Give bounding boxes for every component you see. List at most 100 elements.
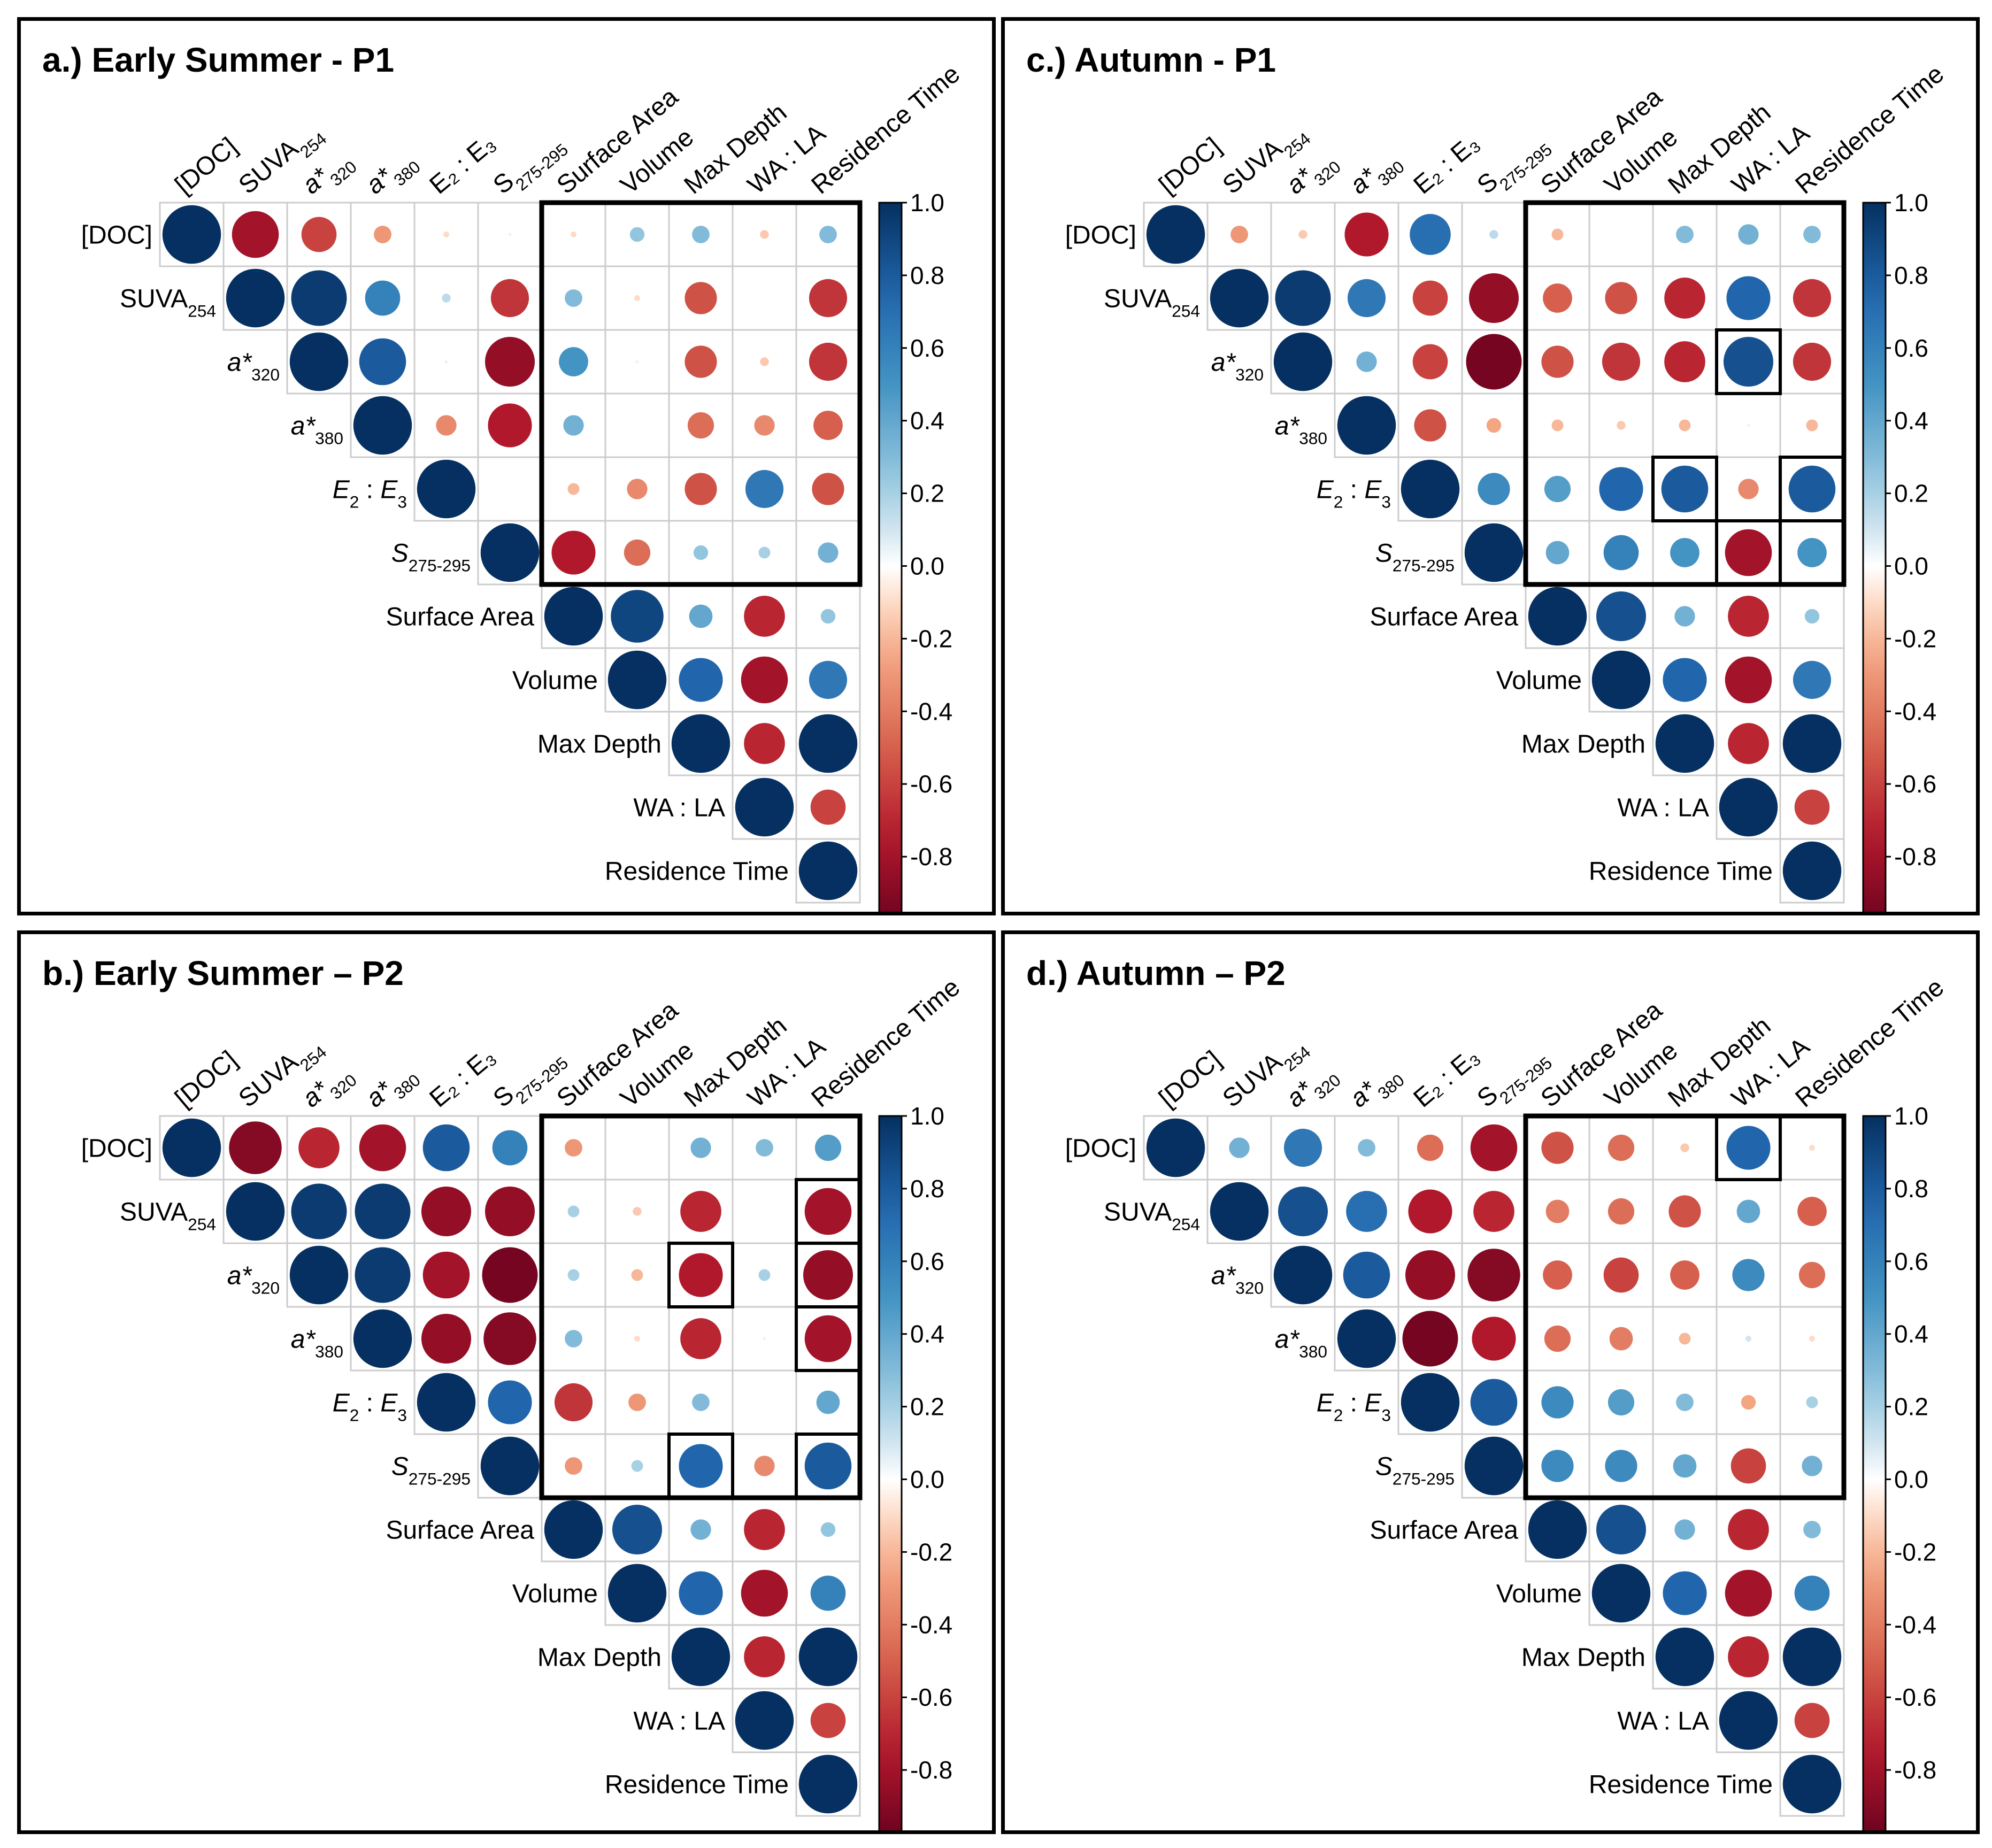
correlation-circle (422, 1251, 470, 1299)
correlation-circle (1543, 1260, 1572, 1290)
correlation-circle (816, 1390, 840, 1414)
colorbar-tick-label: -0.8 (1894, 843, 1936, 871)
grid-cell (732, 1179, 797, 1244)
block-outline (539, 200, 863, 587)
panel-title: d.) Autumn – P2 (1026, 954, 1286, 992)
correlation-circle (1541, 1131, 1574, 1164)
correlation-circle (1210, 268, 1269, 328)
correlation-circle (1478, 473, 1510, 505)
grid-cell (604, 392, 670, 458)
correlation-circle (1725, 1569, 1772, 1617)
significant-cell-outline (1779, 519, 1845, 586)
row-label: Max Depth (1521, 730, 1645, 759)
correlation-circle (1719, 1691, 1778, 1750)
significant-cell-outline (667, 1242, 734, 1308)
correlation-circle (1275, 270, 1331, 326)
row-label: [DOC] (81, 1135, 152, 1163)
correlation-circle (692, 1393, 710, 1411)
significant-cell-outline (667, 1433, 734, 1499)
correlation-circle (810, 789, 846, 825)
correlation-circle (809, 660, 848, 699)
correlation-circle (693, 545, 709, 560)
grid-cell (1716, 1242, 1781, 1308)
correlation-circle (814, 1134, 842, 1161)
column-label: S275-295 (488, 1041, 572, 1119)
correlation-circle (1782, 714, 1842, 773)
correlation-circle (684, 473, 717, 505)
correlation-circle (1728, 596, 1769, 637)
correlation-circle (809, 342, 848, 381)
correlation-circle (798, 1754, 858, 1814)
correlation-circle (812, 473, 844, 505)
correlation-circle (819, 226, 837, 243)
correlation-circle (226, 268, 285, 328)
correlation-circle (359, 338, 406, 386)
correlation-circle (563, 415, 584, 436)
correlation-circle (1806, 1396, 1818, 1408)
colorbar-tick-label: -0.8 (910, 1756, 952, 1784)
correlation-circle (1802, 1456, 1822, 1476)
correlation-circle (1747, 424, 1750, 427)
correlation-circle (607, 650, 667, 710)
correlation-circle (684, 345, 717, 378)
correlation-circle (417, 1373, 476, 1432)
colorbar-tick-label: 1.0 (1894, 1102, 1928, 1130)
row-label: Surface Area (1370, 1516, 1519, 1545)
correlation-circle (1551, 419, 1564, 432)
row-label: Surface Area (386, 1516, 535, 1545)
correlation-circle (763, 1337, 766, 1341)
correlation-circle (1602, 342, 1641, 381)
correlation-circle (744, 1509, 785, 1550)
panel-b: b.) Early Summer – P2 [DOC] SUVA254 a*320 a… (17, 930, 996, 1834)
correlation-circle (1730, 1448, 1766, 1484)
correlation-circle (735, 777, 794, 837)
correlation-circle (567, 1205, 580, 1218)
correlation-circle (671, 1627, 730, 1687)
column-label: E₂ : E₃ (425, 1042, 501, 1113)
column-label: a*380 (1345, 144, 1408, 205)
correlation-circle (684, 282, 717, 314)
colorbar-tick-label: 0.6 (1894, 334, 1928, 362)
colorbar-tick-label: 0.4 (1894, 407, 1928, 435)
correlation-circle (634, 295, 640, 301)
correlation-circle (1608, 1134, 1635, 1161)
correlation-plot: [DOC] SUVA254 a*320 a*380 E2 : E3 S275-295 Sur… (1065, 60, 1949, 912)
correlation-circle (484, 1186, 535, 1237)
correlation-circle (544, 1500, 603, 1559)
grid-cell (1588, 202, 1654, 267)
correlation-circle (607, 1564, 667, 1623)
correlation-circle (1596, 1504, 1647, 1555)
correlation-circle (565, 1139, 582, 1157)
colorbar-tick-label: 0.6 (910, 334, 944, 362)
correlation-circle (567, 1269, 580, 1281)
correlation-circle (1728, 1509, 1769, 1550)
correlation-circle (1664, 278, 1705, 319)
correlation-circle (289, 332, 349, 391)
row-label: Max Depth (537, 1644, 662, 1672)
grid-cell (604, 1115, 670, 1181)
correlation-circle (1599, 467, 1643, 511)
correlation-circle (482, 1247, 538, 1303)
correlation-circle (565, 289, 582, 307)
colorbar-tick-label: -0.6 (1894, 1683, 1936, 1711)
correlation-plot: [DOC] SUVA254 a*320 a*380 E2 : E3 S275-295 Sur… (81, 973, 965, 1830)
correlation-circle (679, 1571, 723, 1615)
correlation-circle (818, 542, 839, 563)
correlation-circle (680, 1318, 721, 1359)
row-label: Volume (512, 667, 598, 695)
correlation-circle (633, 1207, 642, 1216)
correlation-circle (1273, 1245, 1333, 1305)
correlation-circle (671, 714, 730, 773)
colorbar-tick-label: 0.2 (1894, 1393, 1928, 1421)
column-label: S275-295 (488, 127, 572, 206)
correlation-circle (1466, 334, 1522, 390)
correlation-circle (565, 1457, 582, 1475)
correlation-circle (1809, 1145, 1815, 1151)
colorbar-tick-label: 0.8 (910, 1175, 944, 1203)
correlation-circle (162, 1118, 221, 1177)
row-label: a*380 (291, 412, 343, 448)
correlation-circle (1401, 1373, 1460, 1432)
row-label: a*380 (1275, 1326, 1327, 1361)
correlation-circle (1146, 205, 1205, 264)
correlation-circle (1617, 421, 1626, 430)
